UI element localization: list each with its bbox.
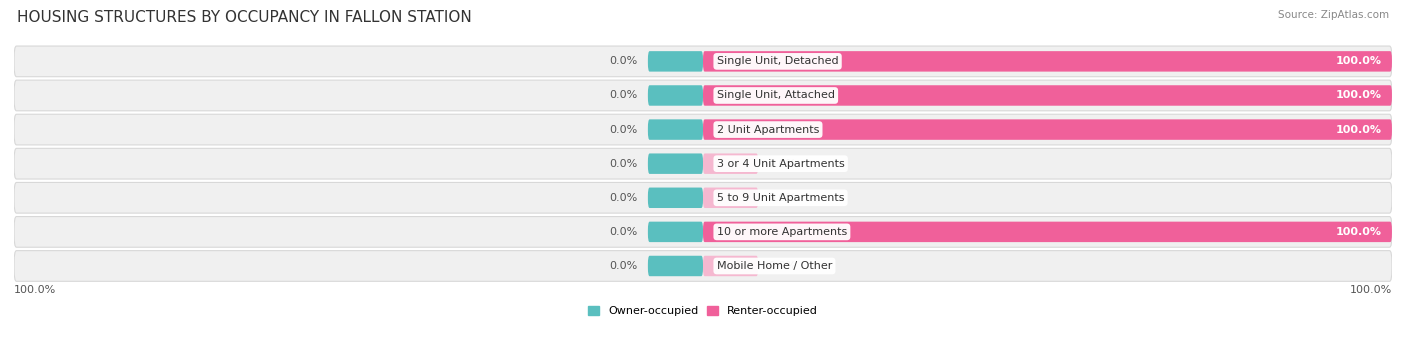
Text: Source: ZipAtlas.com: Source: ZipAtlas.com bbox=[1278, 10, 1389, 20]
Text: Single Unit, Detached: Single Unit, Detached bbox=[717, 56, 838, 66]
FancyBboxPatch shape bbox=[14, 46, 1392, 77]
Text: 100.0%: 100.0% bbox=[1336, 90, 1382, 101]
Text: 0.0%: 0.0% bbox=[609, 90, 637, 101]
Text: Single Unit, Attached: Single Unit, Attached bbox=[717, 90, 835, 101]
Text: 0.0%: 0.0% bbox=[769, 193, 797, 203]
Text: 0.0%: 0.0% bbox=[609, 227, 637, 237]
FancyBboxPatch shape bbox=[648, 188, 703, 208]
FancyBboxPatch shape bbox=[703, 256, 758, 276]
FancyBboxPatch shape bbox=[703, 153, 758, 174]
Text: 3 or 4 Unit Apartments: 3 or 4 Unit Apartments bbox=[717, 159, 845, 169]
FancyBboxPatch shape bbox=[14, 217, 1392, 247]
Text: 2 Unit Apartments: 2 Unit Apartments bbox=[717, 124, 820, 135]
Text: 0.0%: 0.0% bbox=[769, 159, 797, 169]
Text: HOUSING STRUCTURES BY OCCUPANCY IN FALLON STATION: HOUSING STRUCTURES BY OCCUPANCY IN FALLO… bbox=[17, 10, 471, 25]
Text: 100.0%: 100.0% bbox=[1350, 285, 1392, 295]
FancyBboxPatch shape bbox=[703, 51, 1392, 72]
FancyBboxPatch shape bbox=[648, 222, 703, 242]
FancyBboxPatch shape bbox=[14, 148, 1392, 179]
FancyBboxPatch shape bbox=[648, 51, 703, 72]
FancyBboxPatch shape bbox=[648, 85, 703, 106]
FancyBboxPatch shape bbox=[14, 251, 1392, 281]
Text: 10 or more Apartments: 10 or more Apartments bbox=[717, 227, 846, 237]
FancyBboxPatch shape bbox=[703, 119, 1392, 140]
Text: 100.0%: 100.0% bbox=[1336, 227, 1382, 237]
FancyBboxPatch shape bbox=[703, 222, 1392, 242]
Text: 0.0%: 0.0% bbox=[609, 56, 637, 66]
FancyBboxPatch shape bbox=[14, 114, 1392, 145]
Text: Mobile Home / Other: Mobile Home / Other bbox=[717, 261, 832, 271]
Text: 0.0%: 0.0% bbox=[609, 159, 637, 169]
FancyBboxPatch shape bbox=[703, 85, 1392, 106]
Legend: Owner-occupied, Renter-occupied: Owner-occupied, Renter-occupied bbox=[583, 301, 823, 321]
Text: 0.0%: 0.0% bbox=[609, 193, 637, 203]
Text: 5 to 9 Unit Apartments: 5 to 9 Unit Apartments bbox=[717, 193, 844, 203]
FancyBboxPatch shape bbox=[14, 182, 1392, 213]
Text: 0.0%: 0.0% bbox=[609, 261, 637, 271]
FancyBboxPatch shape bbox=[703, 188, 758, 208]
FancyBboxPatch shape bbox=[648, 153, 703, 174]
FancyBboxPatch shape bbox=[648, 119, 703, 140]
Text: 100.0%: 100.0% bbox=[14, 285, 56, 295]
Text: 100.0%: 100.0% bbox=[1336, 56, 1382, 66]
Text: 100.0%: 100.0% bbox=[1336, 124, 1382, 135]
Text: 0.0%: 0.0% bbox=[609, 124, 637, 135]
FancyBboxPatch shape bbox=[648, 256, 703, 276]
FancyBboxPatch shape bbox=[14, 80, 1392, 111]
Text: 0.0%: 0.0% bbox=[769, 261, 797, 271]
